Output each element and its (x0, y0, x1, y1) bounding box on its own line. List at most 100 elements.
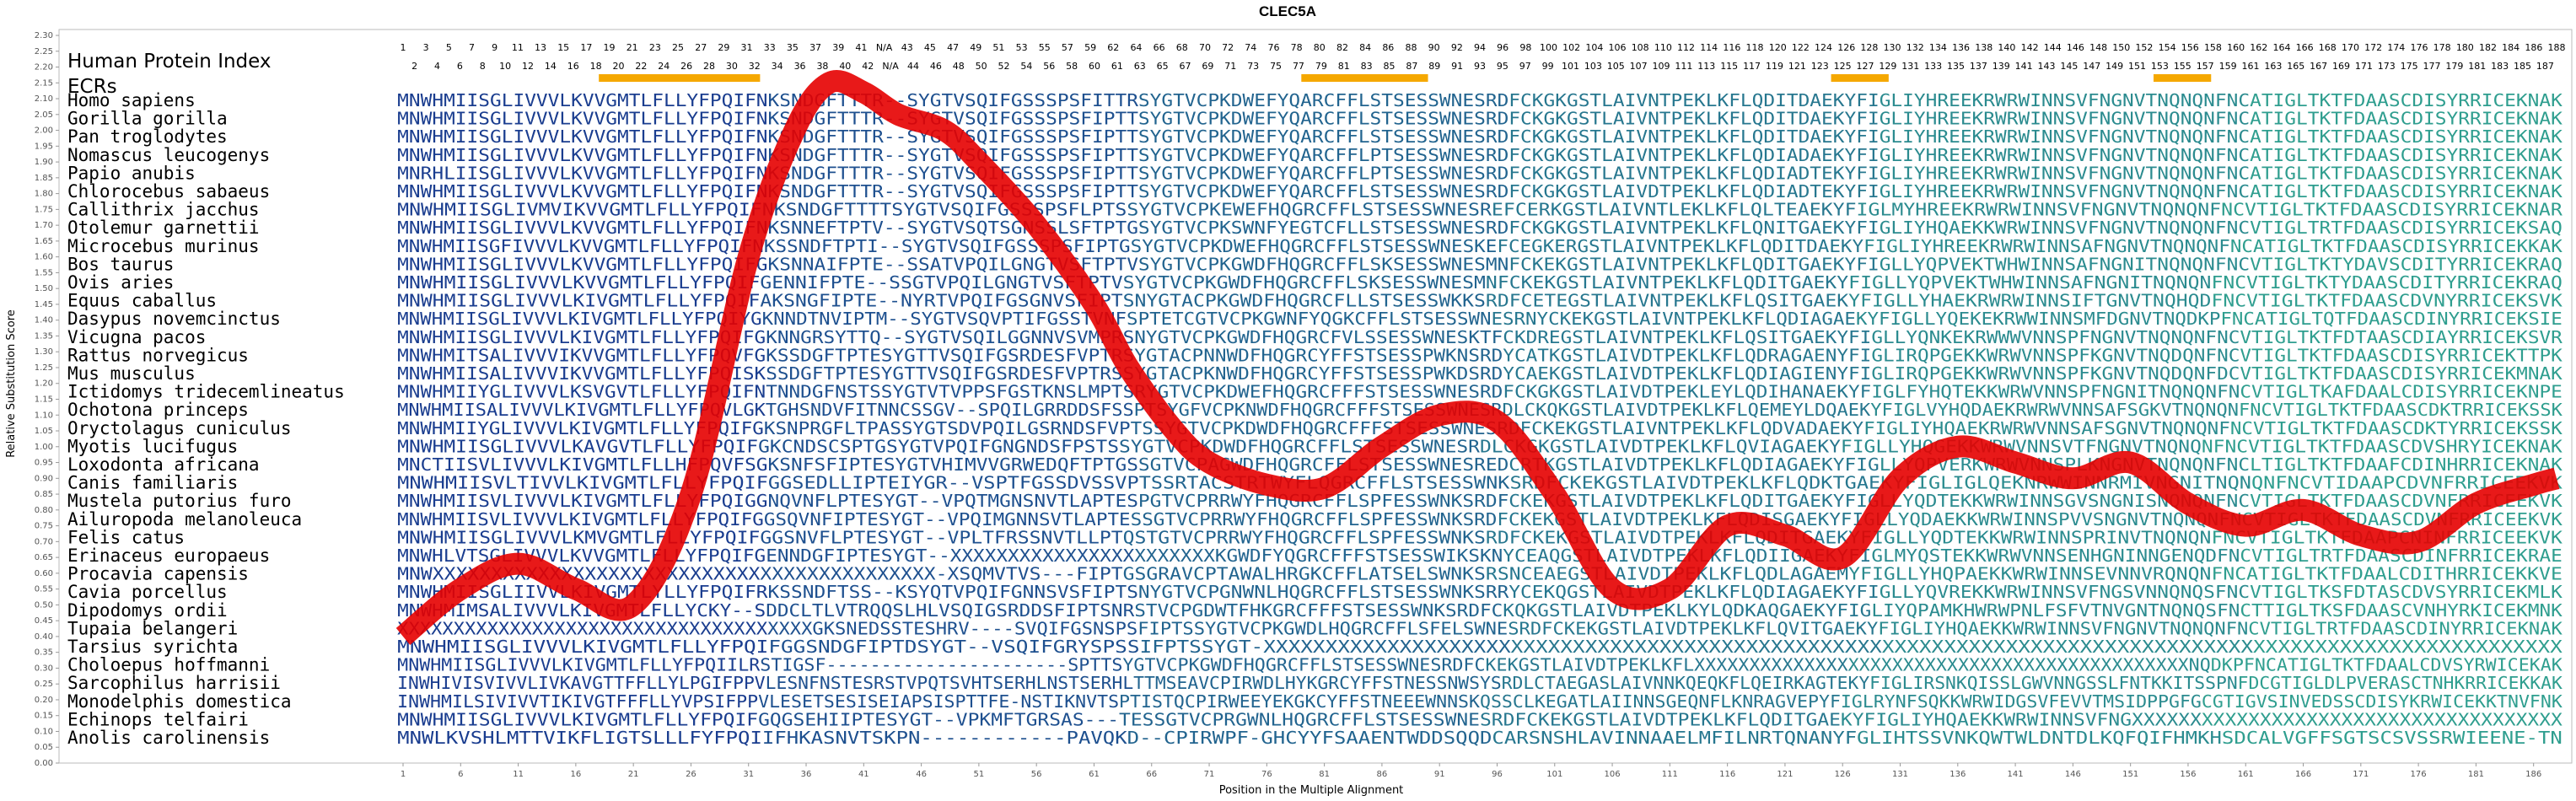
y-axis-label: Relative Substitution Score (5, 309, 18, 458)
sequence-segment: FCKGKGSTLAIVNTPEKLKFLQDITDAEKYFI (1508, 90, 1879, 110)
species-label: Ictidomys tridecemlineatus (67, 382, 345, 402)
x-tick-label: 181 (2468, 770, 2484, 779)
index-label-top: 39 (832, 42, 844, 53)
sequence-segment: SSDGFTPTESYGTTVSQIFGSRDESFVPTRSS (766, 363, 1134, 384)
y-tick-label: 1.00 (35, 443, 53, 452)
sequence-segment: CTTIGLTKSFDAASCVNHYRKICEKMNK (2240, 600, 2562, 621)
index-label-bottom: 44 (907, 61, 919, 72)
index-label-top: 170 (2342, 42, 2359, 53)
sequence-segment: GLLYQPVEKTWHWINNSAFNGNITNQNQNFNC (1880, 254, 2250, 274)
index-label-bottom: 95 (1497, 61, 1508, 72)
sequence-segment: FCKEKGSTLAIVNTPEKLKFLQDITGAEKYFI (1508, 254, 1879, 274)
sequence-segment: LESNFNSTESRSTVPQTSVHTSERHLNSTSERHL (766, 673, 1134, 693)
sequence-segment: NCVTIGLTKTFDAASCDISYRRICEKNAR (2221, 200, 2563, 220)
species-label: Homo sapiens (67, 90, 196, 110)
y-tick-label: 1.70 (35, 221, 53, 230)
index-label-bottom: 26 (680, 61, 692, 72)
x-tick-label: 31 (743, 770, 754, 779)
index-label-top: 66 (1154, 42, 1165, 53)
sequence-segment: XXXXXXXKGWDFYQGRCFFFSTSESSWIKSKN (1134, 546, 1503, 566)
index-label-top: 184 (2502, 42, 2520, 53)
index-label-top: 11 (512, 42, 524, 53)
sequence-segment: SRDFCKEKGSTLAIVDTPEKLKFLQDITGAE (1480, 709, 1841, 729)
sequence-segment: MNWHMIISVLTIVVLKIVGMTLFLLYFPQIF (397, 473, 768, 493)
sequence-segment: MNWHMIISGLIVVVLKIVGMTLFLLYFPQIF (397, 291, 760, 311)
species-label: Tarsius syrichta (67, 637, 238, 657)
sequence-segment: MNWHMIISGLIVVVLKIVGMTLFLLYFPQIF (397, 709, 758, 729)
header-ecrs-label: ECRs (67, 76, 117, 98)
index-label-top: 174 (2387, 42, 2405, 53)
species-label: Rattus norvegicus (67, 345, 249, 365)
sequence-segment: KSSDGFTPTESYGTTVSQIFGSRDESFVPTRS (766, 345, 1134, 365)
sequence-segment: MNWHMIISVLIVVVLKIVGMTLFLLYFPQIFG (397, 509, 764, 530)
species-label: Monodelphis domestica (67, 691, 292, 712)
y-tick-label: 1.05 (35, 427, 53, 436)
index-label-bottom: 115 (1720, 61, 1738, 72)
index-label-top: 41 (855, 42, 867, 53)
x-tick-label: 86 (1377, 770, 1388, 779)
index-label-bottom: 71 (1224, 61, 1236, 72)
index-label-bottom: 127 (1856, 61, 1874, 72)
index-label-top: 92 (1451, 42, 1463, 53)
y-tick-label: 1.55 (35, 268, 53, 277)
species-label: Ochotona princeps (67, 400, 249, 420)
y-tick-label: 0.30 (35, 664, 53, 673)
index-label-top: 106 (1609, 42, 1627, 53)
index-label-top: N/A (876, 42, 893, 53)
sequence-segment: GLLYQDAEKKWRWINNSPVVSNGNVTNQNQNF (1863, 509, 2230, 530)
species-label: Canis familiaris (67, 473, 238, 493)
sequence-segment: FGGSNDGFIPTDSYGT--VSQIFGRYSPSS (768, 637, 1139, 657)
y-tick-label: 0.10 (35, 727, 53, 736)
index-label-top: 182 (2479, 42, 2497, 53)
sequence-segment: MNWHMIISALIVVVIKVVGMTLFLLYFPQISK (397, 363, 766, 384)
index-label-bottom: 177 (2423, 61, 2441, 72)
index-label-bottom: 147 (2083, 61, 2100, 72)
index-label-bottom: 179 (2445, 61, 2463, 72)
species-label: Papio anubis (67, 163, 196, 183)
index-label-bottom: 183 (2491, 61, 2509, 72)
alignment-sequence: INWHIVISVIVVLIVKAVGTTFFLLYLPGIFPPV LESNFN… (397, 673, 2563, 693)
alignment-sequence: MNWHMIISGLIVVVLKVVGMTLFLLYFPQIFG KSNNAIFP… (397, 254, 2563, 274)
sequence-segment: YGTACPKNWDFHQGRCYFFSTSESSPWKDSRD (1134, 363, 1503, 384)
species-label: Mus musculus (67, 363, 196, 384)
index-label-top: 176 (2410, 42, 2428, 53)
x-tick-label: 171 (2353, 770, 2369, 779)
sequence-segment: FNCATIGLTKTFDAALCDITHRRICEKKVE (2211, 564, 2562, 584)
sequence-segment: MNRHLIISGLIVVVLKVVGMTLFLLYFPQIFN (397, 163, 767, 183)
index-label-bottom: 157 (2197, 61, 2214, 72)
index-label-top: 150 (2112, 42, 2130, 53)
index-label-bottom: 99 (1542, 61, 1554, 72)
species-label: Loxodonta africana (67, 454, 260, 475)
sequence-segment: STVCPGDWTFHKGRCFFFSTSESSWNKSRDFC (1134, 600, 1503, 621)
index-label-bottom: 18 (590, 61, 602, 72)
index-label-bottom: 165 (2287, 61, 2304, 72)
index-label-bottom: 123 (1811, 61, 1829, 72)
index-label-top: 29 (718, 42, 729, 53)
y-tick-label: 0.05 (35, 743, 53, 752)
sequence-segment: FCEGKERGSTLAIVNTPEKLKFLQDITDAEKY (1497, 236, 1863, 256)
index-label-top: 74 (1245, 42, 1256, 53)
index-label-bottom: 117 (1743, 61, 1761, 72)
sequence-segment: ATIGLTKTFDAASCDISYRRICEKNAK (2250, 163, 2563, 183)
y-tick-label: 2.10 (35, 94, 53, 104)
index-label-top: 33 (764, 42, 776, 53)
y-tick-label: 0.45 (35, 616, 53, 626)
sequence-segment: SYGTVCPKEWEFHQGRCFFLSTSESSWNESR (1127, 200, 1492, 220)
sequence-segment: MNWHMIISGLIVVVLKVVGMTLFLLYFPQIFN (397, 109, 767, 129)
sequence-segment: YFIGLLYHAEKRWRWINNSIFTGNVTNQHQD (1848, 291, 2211, 311)
alignment-sequence: MNWHMIISGLIVVVLKIVGMTLFLLYFPQI FGGSNDGFIP… (397, 637, 2563, 657)
alignment-sequence: MNWHMIISGFIVVVLKVVGMTLFLLYFPQIFN KSSNDFTP… (397, 236, 2563, 256)
y-tick-label: 0.25 (35, 680, 53, 689)
sequence-segment: KSNDGFTTTR--SYGTVSQIFGSSSPSFIPTT (768, 181, 1138, 202)
y-tick-label: 1.50 (35, 284, 53, 293)
index-label-top: 51 (992, 42, 1004, 53)
index-label-bottom: 50 (976, 61, 987, 72)
species-label: Procavia capensis (67, 564, 249, 584)
index-label-top: 5 (446, 42, 452, 53)
index-label-top: 19 (604, 42, 616, 53)
sequence-segment: DLCKQKGSTLAIVDTPEKLKFLQEMEYLDQAEK (1502, 400, 1870, 420)
index-label-bottom: 185 (2514, 61, 2531, 72)
index-label-top: 188 (2548, 42, 2566, 53)
index-label-bottom: 16 (567, 61, 579, 72)
y-tick-label: 1.40 (35, 316, 53, 325)
